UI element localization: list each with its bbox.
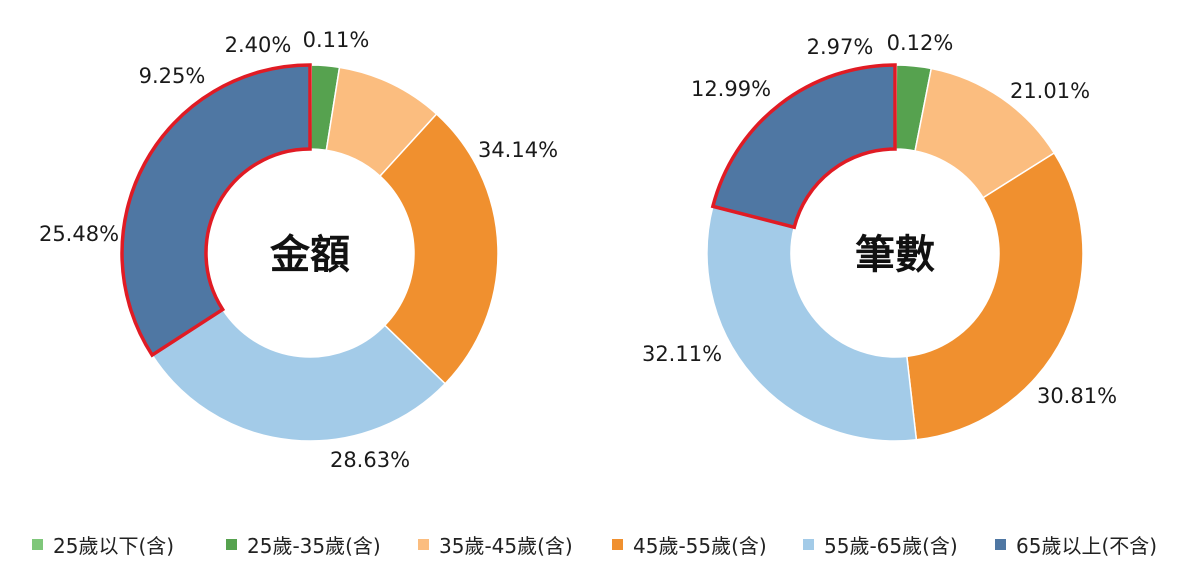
legend-item: 55歲-65歲(含) xyxy=(803,532,958,558)
legend-item: 45歲-55歲(含) xyxy=(612,532,767,558)
donut-slice xyxy=(905,152,1084,441)
data-label: 12.99% xyxy=(691,77,771,101)
chart-legend: 25歲以下(含) 25歲-35歲(含) 35歲-45歲(含) 45歲-55歲(含… xyxy=(0,524,1177,564)
legend-item: 35歲-45歲(含) xyxy=(418,532,573,558)
donut-center-label: 金額 xyxy=(269,232,350,278)
legend-label: 55歲-65歲(含) xyxy=(824,533,958,558)
donut-slice xyxy=(378,112,499,385)
legend-swatch xyxy=(803,538,814,550)
data-label: 34.14% xyxy=(478,138,558,162)
legend-label: 45歲-55歲(含) xyxy=(633,533,767,558)
data-label: 2.40% xyxy=(225,33,292,57)
legend-swatch xyxy=(612,538,623,550)
data-label: 0.12% xyxy=(887,31,954,55)
data-label: 21.01% xyxy=(1010,79,1090,103)
amount-donut-chart: 0.11% 2.40% 9.25% 25.48% 28.63% 34.14% 金額 xyxy=(39,28,558,472)
legend-item: 25歲以下(含) xyxy=(32,532,175,558)
data-label: 9.25% xyxy=(139,64,206,88)
data-label: 28.63% xyxy=(330,448,410,472)
donut-slice xyxy=(706,205,918,442)
legend-item: 65歲以上(不含) xyxy=(995,532,1158,558)
count-donut-chart: 0.12% 2.97% 12.99% 32.11% 30.81% 21.01% 筆數 xyxy=(642,31,1117,442)
legend-swatch xyxy=(226,538,237,550)
data-label: 25.48% xyxy=(39,222,119,246)
legend-label: 25歲-35歲(含) xyxy=(247,533,381,558)
legend-swatch xyxy=(418,538,429,550)
legend-label: 65歲以上(不含) xyxy=(1016,533,1158,558)
data-label: 0.11% xyxy=(303,28,370,52)
highlight-outline xyxy=(120,63,312,358)
legend-item: 25歲-35歲(含) xyxy=(226,532,381,558)
highlight-outline xyxy=(710,63,897,230)
legend-swatch xyxy=(32,538,43,550)
legend-swatch xyxy=(995,538,1006,550)
legend-label: 25歲以下(含) xyxy=(53,533,175,558)
donut-center-label: 筆數 xyxy=(855,232,935,278)
data-label: 2.97% xyxy=(807,35,874,59)
legend-label: 35歲-45歲(含) xyxy=(439,533,573,558)
donut-slice xyxy=(151,308,447,442)
data-label: 30.81% xyxy=(1037,384,1117,408)
data-label: 32.11% xyxy=(642,342,722,366)
